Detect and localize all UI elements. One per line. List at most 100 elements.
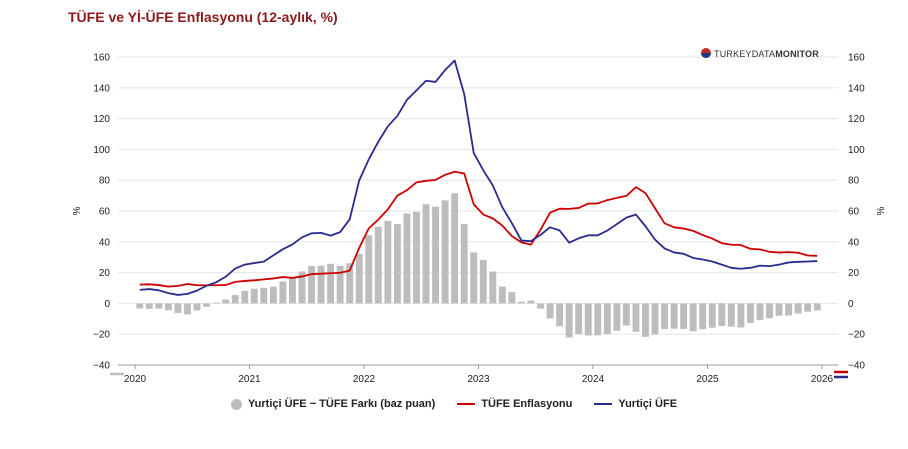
y-tick-right-60: 60 (848, 207, 860, 218)
bar-2022-04 (393, 224, 401, 304)
bar-2020-01 (136, 303, 144, 309)
bar-2021-12 (355, 253, 363, 304)
bar-2021-08 (317, 265, 325, 304)
bar-2022-08 (432, 206, 439, 304)
bar-2025-12 (813, 303, 821, 311)
bar-2024-09 (670, 303, 678, 329)
bar-2022-12 (470, 252, 478, 304)
bar-2022-03 (384, 220, 392, 304)
bar-2020-02 (145, 303, 153, 309)
bar-2024-04 (622, 303, 630, 326)
bar-2022-09 (441, 200, 449, 304)
y-tick-right-120: 120 (848, 114, 865, 125)
bar-2025-03 (727, 303, 735, 327)
legend-item-yiufe[interactable]: Yurtiçi ÜFE (594, 398, 677, 410)
bar-2024-07 (651, 303, 659, 335)
bar-2023-11 (575, 303, 583, 334)
bar-2022-10 (451, 193, 459, 304)
bar-2024-11 (689, 303, 697, 332)
yiufe-line (139, 59, 818, 296)
bar-2022-01 (365, 235, 373, 304)
bar-2021-06 (298, 271, 306, 304)
legend-swatch-bar (230, 398, 242, 410)
legend-label-tufe: TÜFE Enflasyonu (481, 398, 573, 410)
y-axis-left-label: % (72, 206, 83, 215)
bar-2024-01 (594, 303, 602, 336)
y-tick-left-0: 0 (104, 299, 110, 310)
bar-2023-08 (546, 303, 554, 319)
x-tick-2025: 2025 (696, 374, 719, 385)
x-tick-2024: 2024 (582, 374, 605, 385)
y-tick-right--20: −20 (848, 330, 865, 341)
bar-2023-06 (527, 300, 535, 304)
chart-title: TÜFE ve Yİ-ÜFE Enflasyonu (12-aylık, %) (68, 9, 338, 25)
x-tick-2022: 2022 (353, 374, 376, 385)
bar-2020-03 (155, 303, 163, 309)
bar-2025-11 (804, 303, 812, 312)
bar-2023-03 (498, 286, 506, 304)
bar-2022-11 (460, 224, 468, 304)
bar-2020-07 (193, 303, 201, 311)
bar-2024-10 (680, 303, 688, 329)
bar-2023-04 (508, 292, 516, 304)
bar-2023-01 (479, 259, 487, 304)
y-tick-left-160: 160 (93, 53, 110, 64)
bar-2020-04 (164, 303, 172, 311)
bar-2024-08 (661, 303, 668, 330)
bar-2020-05 (174, 303, 182, 314)
bar-2022-06 (413, 211, 420, 304)
x-tick-2020: 2020 (124, 374, 147, 385)
bar-2020-11 (231, 295, 239, 304)
x-tick-2023: 2023 (467, 374, 490, 385)
x-tick-2026: 2026 (811, 374, 834, 385)
bar-2021-05 (289, 277, 296, 304)
bar-2023-07 (537, 303, 544, 309)
bar-2024-12 (699, 303, 707, 330)
y-axis-right-label: % (876, 206, 887, 215)
y-tick-left-80: 80 (99, 176, 111, 187)
y-tick-right-160: 160 (848, 53, 865, 64)
y-tick-right-20: 20 (848, 268, 860, 279)
y-tick-right-140: 140 (848, 83, 865, 94)
brand-prefix: TURKEYDATA (714, 49, 775, 59)
bar-2022-05 (403, 213, 411, 304)
legend-swatch-yiufe (594, 403, 613, 405)
bar-2024-06 (642, 303, 649, 337)
brand-logo: TURKEYDATAMONITOR (701, 48, 819, 59)
bar-2023-02 (489, 271, 497, 304)
y-tick-left-60: 60 (99, 207, 111, 218)
line-series (139, 59, 818, 296)
x-tick-2021: 2021 (238, 374, 261, 385)
bar-2025-04 (737, 303, 745, 328)
bar-2025-07 (766, 303, 773, 319)
bar-2021-09 (327, 263, 335, 304)
y-tick-left--40: −40 (93, 361, 110, 372)
bar-2021-04 (279, 281, 287, 304)
bar-2020-06 (184, 303, 191, 315)
y-tick-left-140: 140 (93, 83, 110, 94)
legend-item-bar[interactable]: Yurtiçi ÜFE − TÜFE Farkı (baz puan) (230, 398, 435, 410)
bar-2025-02 (718, 303, 726, 327)
bar-2022-02 (374, 226, 382, 304)
y-tick-left-20: 20 (99, 268, 111, 279)
bar-2025-01 (708, 303, 716, 328)
bar-2021-03 (269, 286, 277, 304)
bar-2023-10 (565, 303, 573, 338)
bar-2025-10 (794, 303, 802, 314)
brand-suffix: MONITOR (775, 49, 819, 59)
bar-2023-09 (556, 303, 564, 327)
bar-2023-05 (518, 301, 525, 304)
legend: Yurtiçi ÜFE − TÜFE Farkı (baz puan) TÜFE… (0, 398, 908, 410)
y-tick-right-100: 100 (848, 145, 865, 156)
bar-2025-05 (747, 303, 754, 323)
bar-2023-12 (584, 303, 592, 336)
bar-2020-08 (203, 303, 210, 307)
bar-2025-08 (775, 303, 783, 316)
bar-2022-07 (422, 204, 430, 304)
legend-swatch-tufe (457, 403, 476, 405)
y-tick-right--40: −40 (848, 361, 865, 372)
legend-item-tufe[interactable]: TÜFE Enflasyonu (457, 398, 572, 410)
y-tick-right-80: 80 (848, 176, 860, 187)
